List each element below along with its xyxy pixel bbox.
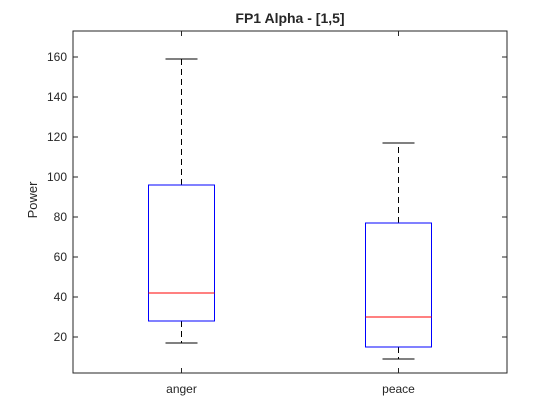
y-tick-label: 20: [54, 330, 68, 344]
boxes: [148, 58, 432, 360]
chart-title: FP1 Alpha - [1,5]: [235, 10, 344, 26]
box-group-anger: [148, 58, 215, 344]
y-tick-label: 80: [54, 210, 68, 224]
y-tick-label: 140: [47, 90, 67, 104]
axis-ticks: 20 40 60 80 100 120 140 160: [47, 31, 507, 373]
y-tick-label: 60: [54, 250, 68, 264]
plot-area: [72, 30, 508, 374]
x-tick-labels: anger peace: [166, 382, 415, 396]
box-group-peace: [365, 142, 432, 360]
y-axis-label: Power: [25, 181, 40, 219]
interquartile-box: [148, 184, 215, 322]
y-tick-label: 40: [54, 290, 68, 304]
y-tick-label: 160: [47, 50, 67, 64]
x-tick-label-anger: anger: [166, 382, 197, 396]
y-tick-label: 100: [47, 170, 67, 184]
y-tick-label: 120: [47, 130, 67, 144]
x-tick-label-peace: peace: [382, 382, 415, 396]
interquartile-box: [365, 222, 432, 348]
